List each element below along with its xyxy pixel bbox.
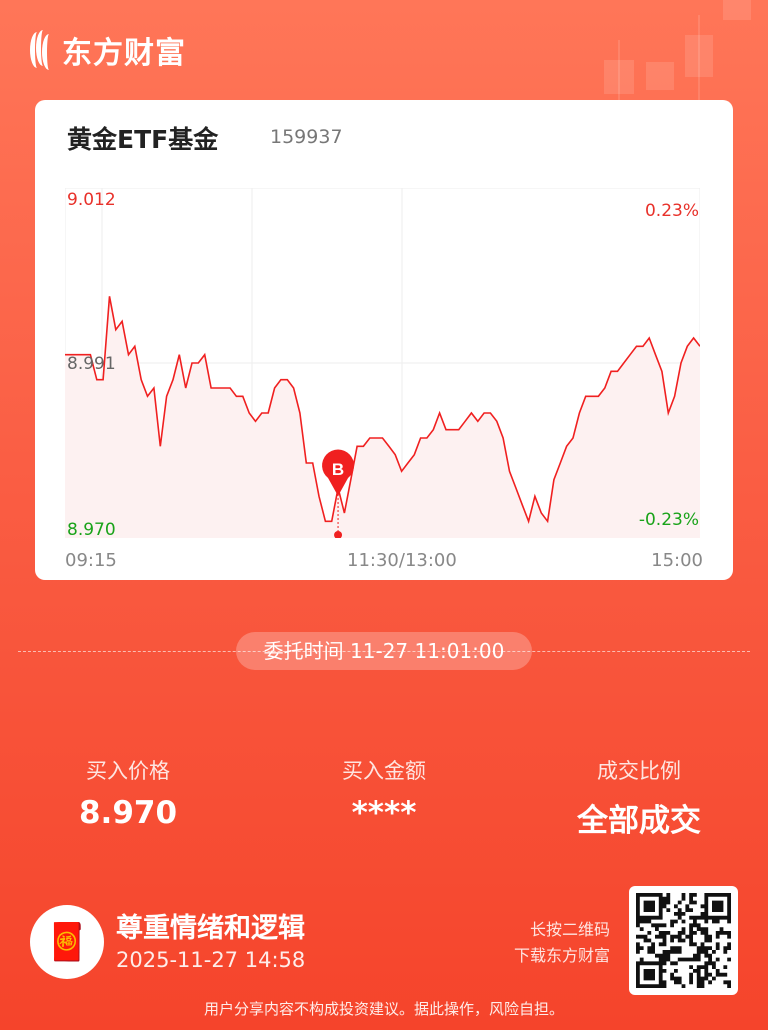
pct-label-bottom: -0.23% [638,510,699,530]
x-tick-midday: 11:30/13:00 [347,550,457,571]
dashed-divider [18,651,750,652]
fund-code: 159937 [270,126,343,148]
stat-label: 买入金额 [342,759,426,783]
stat-value: 8.970 [78,795,178,831]
x-tick-close: 15:00 [651,550,703,571]
buy-marker-pin [322,449,355,496]
fund-title: 黄金ETF基金 [67,125,219,154]
price-area [65,296,700,538]
buy-marker-label: B [332,460,344,479]
stat-value: 全部成交 [577,803,701,839]
qr-modules [636,893,731,988]
qr-hint-line2: 下载东方财富 [513,946,610,965]
buy-marker-dot [334,531,343,538]
qr-code[interactable] [629,886,738,995]
x-tick-open: 09:15 [65,550,117,571]
stat-fill-ratio: 成交比例 全部成交 [514,755,764,840]
y-label-top: 9.012 [67,190,116,210]
y-label-mid: 8.991 [67,354,116,374]
stat-buy-price: 买入价格 8.970 [3,755,253,831]
avatar: 🧧 [30,905,104,979]
share-datetime: 2025-11-27 14:58 [116,948,306,972]
intraday-chart: B [65,188,700,538]
qr-hint-line1: 长按二维码 [529,920,610,939]
qr-hint: 长按二维码下载东方财富 [514,917,610,969]
logo-flame-icon [28,30,54,70]
stat-label: 买入价格 [86,759,170,783]
slogan: 尊重情绪和逻辑 [116,913,305,944]
qr-code-icon [636,893,731,988]
stat-value: **** [351,795,417,831]
brand-name: 东方财富 [62,36,186,71]
stat-buy-amount: 买入金额 **** [259,755,509,831]
y-label-bottom: 8.970 [67,520,116,540]
price-line [65,296,700,524]
disclaimer: 用户分享内容不构成投资建议。据此操作，风险自担。 [203,1000,564,1018]
order-time-value: 11-27 11:01:00 [350,639,505,663]
fund-chart-card: 黄金ETF基金 159937 B 9.012 8.991 8.970 0.23%… [35,100,733,580]
order-time-label: 委托时间 [263,639,344,663]
fortune-god-icon: 🧧 [44,922,90,963]
brand-logo: 东方财富 [28,28,186,72]
order-time-pill: 委托时间 11-27 11:01:00 [236,632,532,670]
stat-label: 成交比例 [597,759,681,783]
pct-label-top: 0.23% [644,201,699,221]
